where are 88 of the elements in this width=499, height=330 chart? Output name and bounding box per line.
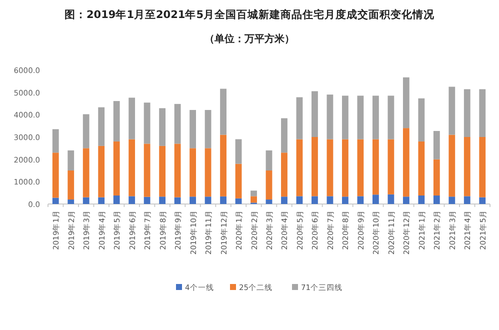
bar — [128, 196, 136, 204]
bar — [220, 134, 226, 196]
bar — [82, 197, 90, 204]
bar — [372, 96, 379, 140]
bar — [174, 197, 181, 204]
bar — [128, 98, 136, 140]
bar — [144, 144, 150, 197]
bar — [402, 128, 410, 197]
bar — [190, 110, 196, 148]
bar — [312, 137, 318, 196]
bar — [266, 200, 272, 204]
bar — [98, 107, 105, 146]
bar — [418, 196, 425, 204]
bar — [68, 170, 74, 200]
bar — [342, 139, 348, 197]
bar — [113, 141, 120, 196]
bar — [342, 96, 348, 140]
bar — [357, 196, 364, 204]
bar — [266, 170, 272, 200]
bar — [402, 196, 410, 204]
bar — [418, 141, 425, 196]
bar — [68, 150, 74, 170]
bar — [388, 194, 394, 204]
bar — [357, 96, 364, 140]
bar — [235, 164, 242, 198]
chart-title: 图：2019年1月至2021年5月全国百城新建商品住宅月度成交面积变化情况 — [64, 8, 436, 21]
bar — [250, 196, 257, 203]
bar — [98, 146, 105, 198]
bar — [235, 198, 242, 204]
bar — [372, 139, 379, 195]
bar — [418, 98, 425, 142]
bar — [281, 196, 288, 204]
bar — [448, 86, 456, 135]
bar — [190, 148, 196, 197]
bar — [144, 102, 150, 144]
bar — [479, 89, 486, 137]
bar — [464, 196, 470, 204]
bar — [174, 144, 181, 198]
bar — [464, 89, 470, 137]
bar — [68, 200, 74, 204]
bar — [52, 129, 59, 153]
bar — [281, 152, 288, 197]
bar — [388, 139, 394, 194]
bar — [82, 148, 90, 198]
bar — [433, 196, 440, 204]
bar — [250, 190, 257, 196]
bar — [113, 101, 120, 142]
bar — [433, 159, 440, 196]
bar — [464, 137, 470, 196]
bar — [448, 134, 456, 197]
bar — [296, 97, 303, 140]
bar — [82, 114, 90, 148]
bar — [128, 139, 136, 196]
bar — [357, 139, 364, 196]
bar — [312, 91, 318, 137]
bar — [220, 88, 226, 135]
bar — [326, 94, 334, 140]
bar — [342, 196, 348, 204]
bar — [281, 118, 288, 153]
bar — [296, 139, 303, 196]
bar — [52, 198, 59, 204]
bar — [433, 130, 440, 160]
bar — [312, 196, 318, 204]
bar — [448, 196, 456, 204]
bar — [159, 146, 166, 197]
bar — [388, 96, 394, 140]
bar — [296, 196, 303, 204]
bar — [159, 196, 166, 204]
bar — [204, 196, 212, 204]
chart-subtitle: （单位：万平方米） — [204, 33, 294, 45]
bar — [326, 139, 334, 196]
bar — [98, 197, 105, 204]
bar — [326, 196, 334, 204]
bar — [52, 152, 59, 198]
bar — [402, 77, 410, 128]
bar — [190, 196, 196, 204]
bar — [220, 196, 226, 204]
bar — [174, 104, 181, 144]
bar — [479, 137, 486, 198]
bar — [235, 139, 242, 164]
bar — [204, 110, 212, 148]
bar — [113, 196, 120, 204]
bar — [372, 194, 379, 204]
bar — [144, 196, 150, 204]
bar — [266, 150, 272, 170]
bar — [479, 197, 486, 204]
bar — [159, 108, 166, 146]
bar — [204, 148, 212, 197]
